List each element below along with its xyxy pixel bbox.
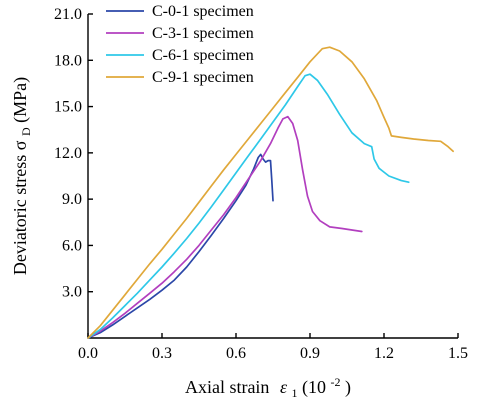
x-tick-label: 0.3 [152, 345, 172, 362]
x-tick-label: 1.2 [374, 345, 394, 362]
series-line-2 [87, 115, 363, 339]
series-line-3 [87, 73, 410, 339]
x-axis-title: Axial strain ε 1 (10 -2 ) [185, 370, 351, 401]
x-axis-title-exp: -2 [331, 375, 341, 389]
x-tick-label: 0.6 [226, 345, 246, 362]
y-axis-title-main: Deviatoric stress σ [10, 140, 30, 275]
y-tick-label: 6.0 [62, 237, 82, 254]
series-line-4 [87, 46, 454, 339]
y-axis-title: Deviatoric stress σ D (MPa) [10, 77, 34, 275]
legend-label-1: C-0-1 specimen [152, 3, 254, 20]
legend-label-4: C-9-1 specimen [152, 69, 254, 86]
y-tick-label: 12.0 [54, 145, 82, 162]
y-tick-label: 15.0 [54, 99, 82, 116]
legend-label-2: C-3-1 specimen [152, 25, 254, 42]
x-tick-label: 0.0 [78, 345, 98, 362]
x-tick-label: 1.5 [448, 345, 468, 362]
x-axis-title-close: ) [345, 377, 351, 398]
y-tick-label: 9.0 [62, 191, 82, 208]
legend-label-3: C-6-1 specimen [152, 47, 254, 64]
y-tick-label: 3.0 [62, 284, 82, 301]
x-tick-label: 0.9 [300, 345, 320, 362]
y-tick-label: 18.0 [54, 52, 82, 69]
y-axis-title-sub: D [19, 127, 33, 136]
y-axis-title-unit: (MPa) [10, 77, 31, 123]
x-axis-title-unit: (10 [302, 377, 326, 398]
x-axis-title-symbol: ε [280, 377, 288, 397]
x-axis-title-sub: 1 [292, 386, 298, 400]
series-line-1 [87, 153, 274, 339]
x-axis-title-main: Axial strain [185, 377, 269, 397]
y-tick-label: 21.0 [54, 6, 82, 23]
